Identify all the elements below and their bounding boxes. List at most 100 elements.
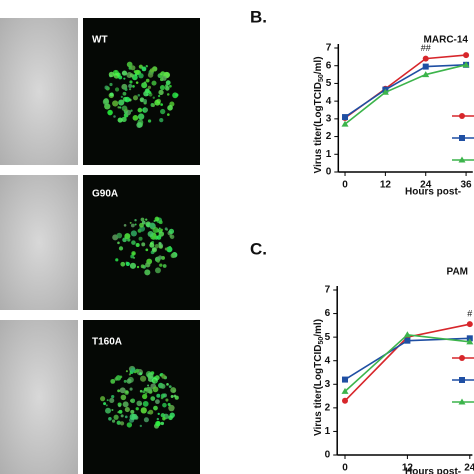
y-axis-label-part: 50 — [318, 74, 325, 82]
data-point — [381, 88, 389, 95]
fluorescent-cell — [165, 398, 169, 402]
fluorescent-cell — [147, 119, 152, 123]
fluorescent-cell — [145, 262, 151, 268]
fluorescent-cell — [166, 246, 173, 253]
fluorescent-cell — [167, 403, 171, 407]
fluorescent-cell — [148, 409, 154, 415]
fluorescent-cell — [121, 116, 127, 123]
data-point — [422, 71, 430, 78]
fluorescent-cell — [135, 243, 140, 248]
fluorescent-cell — [115, 258, 119, 262]
x-tick-label: 24 — [464, 463, 474, 474]
fluorescent-cell — [103, 402, 107, 406]
fluorescent-cell — [149, 68, 155, 73]
fluorescent-cell — [116, 420, 121, 425]
fluorescent-cell — [122, 91, 127, 96]
y-axis-label: Virus titer(LogTCID50/ml) — [313, 56, 325, 173]
fluorescent-cell — [134, 223, 137, 226]
fluorescent-cell — [141, 242, 146, 247]
fluorescent-cell — [164, 247, 168, 251]
fluorescent-cell — [155, 420, 161, 427]
fluorescent-cell — [158, 244, 163, 249]
fluorescent-cell — [109, 397, 115, 404]
fluorescent-cell — [151, 80, 157, 86]
series-line — [344, 64, 467, 125]
fluorescent-cell — [142, 390, 146, 394]
fluorescent-cell — [102, 98, 110, 105]
fluorescent-cell — [162, 416, 166, 421]
fluorescent-cell — [158, 99, 161, 102]
fluorescent-cell — [169, 245, 172, 248]
fluorescent-cell — [170, 395, 174, 398]
legend-marker — [459, 377, 465, 383]
fluorescent-cell — [124, 108, 128, 112]
y-tick-label: 6 — [326, 60, 332, 71]
image-label: T160A — [92, 337, 122, 348]
y-tick-label: 2 — [326, 131, 332, 142]
fluorescent-cell — [126, 378, 132, 384]
fluorescent-cell — [123, 224, 127, 227]
fluorescent-cell — [172, 92, 179, 99]
fluorescent-cell — [125, 261, 130, 267]
legend-marker — [459, 355, 465, 361]
fluorescent-cell — [114, 75, 118, 78]
fluorescent-cell — [117, 117, 123, 123]
y-tick-label: 6 — [325, 308, 331, 319]
fluorescent-cell — [158, 89, 164, 96]
fluorescent-cell — [156, 393, 161, 398]
data-point — [404, 337, 411, 344]
fluorescent-cell — [126, 61, 133, 68]
brightfield-image — [0, 18, 78, 165]
fluorescent-cell — [146, 222, 151, 228]
fluorescent-cell — [130, 399, 133, 403]
fluorescent-cell — [142, 99, 148, 104]
fluorescent-cell — [129, 387, 133, 391]
fluorescent-cell — [158, 227, 161, 230]
fluorescent-cell — [116, 232, 123, 239]
series-line — [344, 64, 467, 118]
fluorescent-cell — [111, 419, 116, 423]
fluorescent-cell — [141, 82, 148, 89]
fluorescent-cell — [111, 408, 114, 412]
fluorescent-cell — [162, 402, 167, 408]
fluorescent-cell — [161, 75, 167, 81]
x-tick-label: 12 — [402, 463, 414, 474]
y-tick-label: 1 — [326, 149, 332, 160]
fluorescent-cell — [168, 228, 175, 235]
y-axis-label-part: /ml) — [313, 56, 324, 74]
fluorescent-cell — [147, 85, 152, 90]
fluorescent-cell — [110, 378, 116, 384]
fluorescent-cell — [118, 246, 124, 251]
y-tick-label: 5 — [326, 78, 332, 89]
fluorescent-cell — [117, 241, 120, 245]
data-point — [466, 335, 473, 342]
fluorescent-cell — [152, 247, 156, 252]
y-tick-label: 5 — [325, 332, 331, 343]
fluorescent-cell — [117, 106, 120, 109]
fluorescent-cell — [124, 87, 128, 91]
fluorescent-cell — [132, 114, 139, 121]
fluorescent-cell — [145, 218, 148, 221]
fluorescent-cell — [131, 240, 136, 245]
data-point — [342, 114, 349, 121]
fluorescent-cell — [143, 417, 149, 423]
fluorescent-cell — [159, 84, 166, 91]
fluorescent-cell — [142, 400, 149, 407]
fluorescent-cell — [117, 389, 121, 393]
y-tick-label: 4 — [325, 355, 331, 366]
data-point — [466, 321, 473, 328]
y-axis-label-part: Virus titer(LogTCID — [313, 345, 324, 436]
fluorescent-cell — [128, 84, 133, 89]
fluorescent-cell — [131, 413, 138, 420]
fluorescent-cell — [130, 65, 136, 71]
fluorescent-cell — [145, 386, 153, 394]
fluorescent-cell — [160, 383, 166, 389]
fluorescent-cell — [122, 401, 129, 408]
fluorescent-cell — [168, 84, 172, 88]
fluorescent-cell — [162, 264, 167, 268]
fluorescent-cell — [156, 417, 160, 421]
fluorescent-cell — [111, 394, 115, 399]
image-label: G90A — [92, 189, 118, 200]
fluorescent-cell — [145, 248, 149, 252]
fluorescent-cell — [130, 230, 137, 237]
